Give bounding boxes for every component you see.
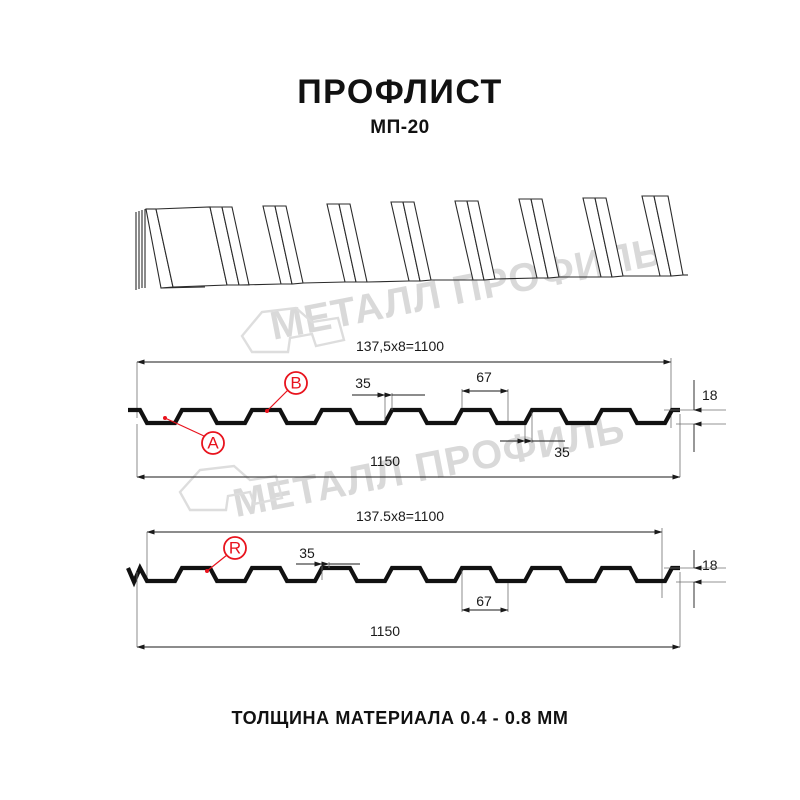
- watermark-logo-lower: [178, 464, 284, 512]
- marker-b: B: [265, 371, 308, 413]
- profile-outline-a: [128, 407, 680, 426]
- marker-r-label: R: [229, 539, 241, 558]
- marker-b-label: B: [290, 374, 301, 393]
- dim-bottom-span-r: 1150: [370, 623, 400, 639]
- page-subtitle: МП-20: [370, 117, 429, 138]
- page-title: ПРОФЛИСТ: [297, 73, 503, 111]
- svg-text:35: 35: [299, 545, 315, 561]
- dim-rib-top-width-r: 35: [296, 545, 360, 580]
- profile-cross-section-a: 137,5x8=1100 A B 35 6: [128, 338, 726, 480]
- marker-r: R: [205, 536, 247, 573]
- dim-height-r: 18: [664, 550, 726, 608]
- dim-rib-top-width-a: 35: [352, 375, 425, 421]
- dim-top-span-r: 137.5x8=1100: [356, 508, 444, 524]
- isometric-view: [135, 195, 688, 290]
- svg-text:18: 18: [702, 387, 718, 403]
- watermark-logo-upper: [240, 306, 346, 354]
- svg-text:35: 35: [554, 444, 570, 460]
- dim-rib-flat-a: 67: [461, 369, 509, 421]
- dim-bottom-span-a: 1150: [370, 453, 400, 469]
- dim-rib-flat-r: 67: [461, 570, 509, 613]
- svg-text:67: 67: [476, 593, 492, 609]
- dim-rib-lower-width-a: 35: [500, 412, 570, 460]
- dim-top-span-a: 137,5x8=1100: [356, 338, 444, 354]
- svg-text:18: 18: [702, 557, 718, 573]
- svg-text:67: 67: [476, 369, 492, 385]
- marker-a: A: [163, 416, 225, 455]
- marker-a-label: A: [207, 434, 219, 453]
- profile-cross-section-r: 137.5x8=1100 R 35 67: [126, 508, 726, 650]
- dim-height-a: 18: [664, 380, 726, 452]
- profile-outline-r: [126, 563, 680, 588]
- material-thickness-note: ТОЛЩИНА МАТЕРИАЛА 0.4 - 0.8 ММ: [232, 708, 569, 728]
- svg-text:35: 35: [355, 375, 371, 391]
